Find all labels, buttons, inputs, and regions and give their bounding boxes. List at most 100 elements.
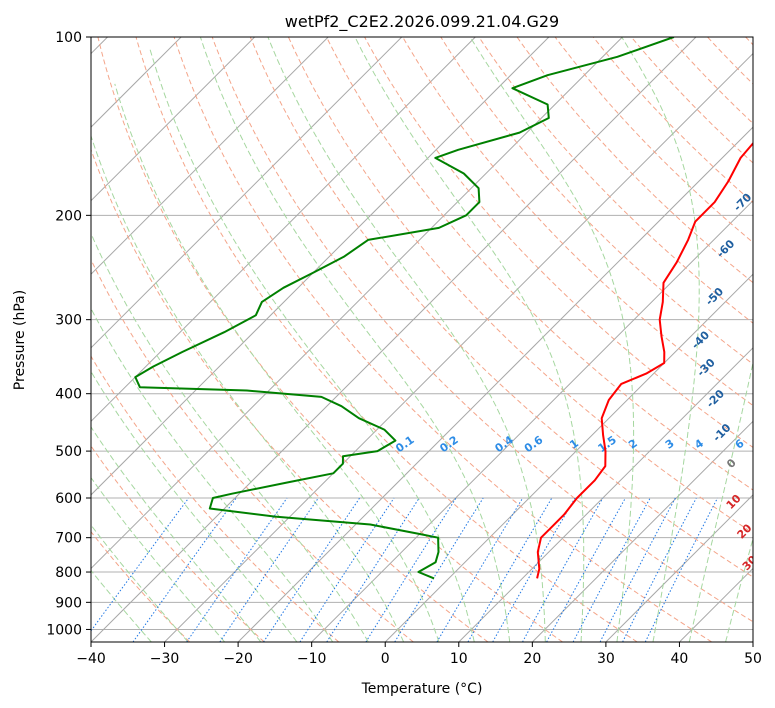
isotherm-line xyxy=(531,420,753,642)
dry-adiabat xyxy=(91,355,340,642)
mixing-ratio-line xyxy=(219,497,319,642)
mixing-ratio-line xyxy=(522,497,604,642)
plot-frame xyxy=(90,36,754,643)
moist-adiabat xyxy=(91,569,152,642)
moist-adiabat-label: 0 xyxy=(724,456,739,471)
isotherm-line xyxy=(605,494,753,642)
moist-adiabat xyxy=(725,536,753,642)
mixing-ratio-line xyxy=(394,497,484,642)
isotherm-line xyxy=(91,37,476,423)
dry-adiabat xyxy=(402,37,753,407)
mixing-ratio-label: 0.4 xyxy=(493,433,517,455)
dry-adiabat xyxy=(173,37,713,642)
mixing-ratio-line xyxy=(326,497,420,642)
mixing-ratio-line xyxy=(644,497,718,642)
y-tick-label: 1000 xyxy=(46,622,82,638)
dry-adiabat xyxy=(516,37,753,284)
mixing-ratio-line xyxy=(263,497,361,642)
moist-adiabat xyxy=(91,476,225,642)
mixing-ratio-label: 1.5 xyxy=(595,433,618,455)
mixing-ratio-label: 6 xyxy=(733,437,747,452)
dry-adiabat xyxy=(592,37,753,204)
isotherm-label: -10 xyxy=(710,421,733,444)
mixing-ratio-label: 2 xyxy=(626,437,640,452)
dry-adiabat xyxy=(478,37,753,324)
dry-adiabat xyxy=(669,37,753,125)
moist-adiabat xyxy=(267,37,546,642)
mixing-ratio-label: 3 xyxy=(663,437,677,452)
x-tick-label: 20 xyxy=(523,651,541,667)
chart-title: wetPf2_C2E2.2026.099.21.04.G29 xyxy=(285,12,559,32)
moist-adiabat xyxy=(199,37,511,642)
mixing-ratio-line xyxy=(622,497,697,642)
dry-adiabat xyxy=(364,37,753,449)
moist-adiabat xyxy=(91,426,262,642)
temperature-profile xyxy=(536,141,753,579)
moist-adiabat xyxy=(91,524,189,642)
y-tick-label: 500 xyxy=(55,444,82,460)
isotherm-label: -90 xyxy=(770,104,775,127)
moist-adiabat-label: 40 xyxy=(754,579,774,599)
y-tick-label: 600 xyxy=(55,491,82,507)
x-tick-label: −20 xyxy=(223,651,253,667)
y-tick-label: 300 xyxy=(55,313,82,329)
mixing-ratio-label: 4 xyxy=(692,437,706,452)
x-tick-label: −40 xyxy=(76,651,106,667)
dry-adiabat xyxy=(249,37,753,578)
dewpoint-profile xyxy=(134,37,675,580)
moist-adiabat xyxy=(91,307,334,642)
dry-adiabat xyxy=(211,37,753,623)
isotherm-label: -80 xyxy=(751,148,774,171)
x-tick-label: 50 xyxy=(744,651,762,667)
y-tick-label: 200 xyxy=(55,208,82,224)
y-tick-label: 100 xyxy=(55,30,82,46)
x-tick-label: 0 xyxy=(381,651,390,667)
isotherm-label: -20 xyxy=(704,387,727,410)
dry-adiabat xyxy=(135,37,638,642)
moist-adiabat xyxy=(91,370,298,642)
moist-adiabat xyxy=(469,37,635,642)
mixing-ratio-label: 8 xyxy=(758,437,772,452)
mixing-ratio-line xyxy=(492,497,576,642)
moist-adiabat xyxy=(688,360,753,642)
y-axis-label: Pressure (hPa) xyxy=(12,290,28,390)
isotherm-label: -70 xyxy=(731,190,754,213)
isotherm-label: -30 xyxy=(694,356,717,379)
isotherm-line xyxy=(237,126,753,642)
dry-adiabat xyxy=(91,530,191,642)
mixing-ratio-line xyxy=(599,497,676,642)
x-tick-label: −30 xyxy=(150,651,180,667)
mixing-ratio-line xyxy=(132,497,237,642)
moist-adiabat xyxy=(621,37,700,642)
mixing-ratio-line xyxy=(436,497,524,642)
isotherm-label: -60 xyxy=(714,237,737,260)
x-tick-label: −10 xyxy=(297,651,327,667)
mixing-ratio-line xyxy=(546,497,626,642)
x-axis-label: Temperature (°C) xyxy=(361,681,483,697)
mixing-ratio-label: 1 xyxy=(567,437,581,452)
mixing-ratio-line xyxy=(467,497,553,642)
isotherm-line xyxy=(384,273,753,642)
moist-adiabat xyxy=(91,134,405,642)
moist-adiabat xyxy=(114,83,440,642)
plot-area: 0.10.20.40.611.52346810131620253036-100-… xyxy=(91,37,775,642)
mixing-ratio-line xyxy=(91,497,190,632)
mixing-ratio-line xyxy=(365,497,457,642)
isotherm-line xyxy=(752,641,753,642)
moist-adiabat xyxy=(149,49,475,642)
dry-adiabat xyxy=(91,148,489,642)
moist-adiabat-label: 20 xyxy=(735,521,755,541)
x-tick-label: 30 xyxy=(597,651,615,667)
x-axis: −40 −30 −20 −10 0 10 20 30 40 50 xyxy=(76,642,762,667)
x-tick-label: 10 xyxy=(450,651,468,667)
isotherm-line xyxy=(458,347,753,642)
y-tick-label: 900 xyxy=(55,595,82,611)
isotherm-line xyxy=(164,52,753,642)
isotherm-line xyxy=(91,37,623,570)
moist-adiabat-label: 10 xyxy=(724,492,744,512)
isotherm-line xyxy=(91,37,256,202)
dry-adiabat xyxy=(554,37,753,244)
dry-adiabat xyxy=(707,37,753,85)
